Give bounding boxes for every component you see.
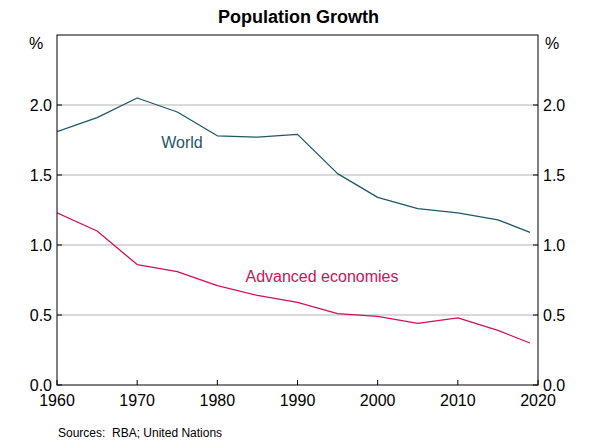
series-label: Advanced economies — [246, 268, 399, 285]
x-tick — [137, 380, 138, 385]
y2-tick-label: 2.0 — [543, 97, 565, 114]
title: Population Growth — [218, 7, 379, 27]
x-tick-label: 2020 — [520, 392, 556, 409]
y2-tick — [533, 315, 538, 316]
grid-line — [57, 315, 538, 316]
series-line — [57, 213, 530, 343]
x-tick-label: 1990 — [280, 392, 316, 409]
chart: Population Growth0.00.51.01.52.00.00.51.… — [0, 0, 597, 444]
y-tick-label: 2.0 — [30, 97, 52, 114]
x-tick-label: 2010 — [440, 392, 476, 409]
y2-tick-label: 1.5 — [543, 167, 565, 184]
y2-tick-label: 1.0 — [543, 237, 565, 254]
y-tick — [57, 105, 62, 106]
x-tick-label: 2000 — [360, 392, 396, 409]
grid-line — [57, 245, 538, 246]
x-tick — [457, 380, 458, 385]
plot-frame — [57, 35, 538, 385]
source: Sources: RBA; United Nations — [58, 426, 222, 440]
x-tick — [377, 380, 378, 385]
y-tick-label: 1.0 — [30, 237, 52, 254]
y2-tick-label: 0.5 — [543, 307, 565, 324]
y-tick-label: 1.5 — [30, 167, 52, 184]
x-tick — [217, 380, 218, 385]
y-tick — [57, 175, 62, 176]
plot-lines — [57, 98, 530, 343]
y-tick-label: 0.5 — [30, 307, 52, 324]
y-tick — [57, 315, 62, 316]
x-tick — [297, 380, 298, 385]
series-line — [57, 98, 530, 232]
y2-axis-label: % — [545, 35, 559, 52]
x-tick-label: 1970 — [119, 392, 155, 409]
y2-tick — [533, 175, 538, 176]
x-tick-label: 1980 — [200, 392, 236, 409]
y-axis-label: % — [29, 35, 43, 52]
y2-tick — [533, 245, 538, 246]
grid-line — [57, 175, 538, 176]
series-label: World — [161, 134, 203, 151]
y-tick — [57, 245, 62, 246]
grid-line — [57, 105, 538, 106]
y2-tick — [533, 105, 538, 106]
x-tick-label: 1960 — [39, 392, 75, 409]
